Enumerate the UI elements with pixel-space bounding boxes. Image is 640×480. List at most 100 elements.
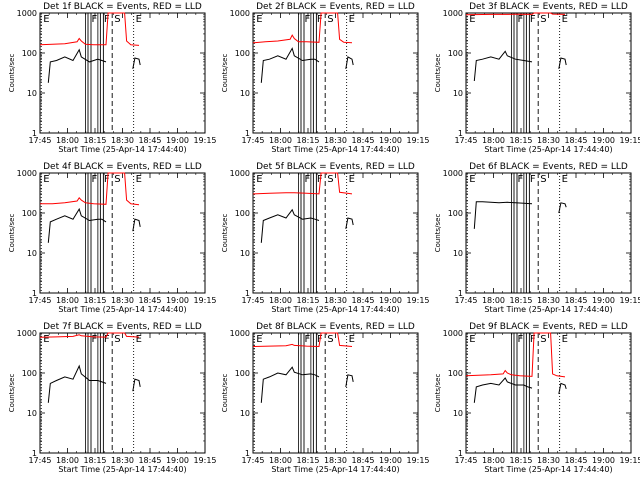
x-tick-label: 19:15 xyxy=(193,296,216,305)
x-tick-label: 17:45 xyxy=(28,136,51,145)
x-axis-label: Start Time (25-Apr-14 17:44:40) xyxy=(58,305,186,314)
plot-frame xyxy=(465,12,632,134)
panel-title: Det 8f BLACK = Events, RED = LLD xyxy=(256,322,415,332)
y-axis-label: Counts/sec xyxy=(434,54,442,93)
x-tick-label: 18:45 xyxy=(138,456,161,465)
x-tick-label: 18:45 xyxy=(564,136,587,145)
y-tick-label: 100 xyxy=(448,209,463,218)
x-tick-label: 18:15 xyxy=(83,136,106,145)
flag-label: S xyxy=(114,14,120,25)
y-tick-label: 1 xyxy=(245,129,250,138)
x-tick-label: 17:45 xyxy=(241,136,264,145)
plot-frame xyxy=(252,12,419,134)
y-tick-label: 1000 xyxy=(230,329,250,338)
y-tick-label: 10 xyxy=(27,89,37,98)
x-tick-label: 18:30 xyxy=(111,296,134,305)
panel-3: Det 3f BLACK = Events, RED = LLD 1 10 100 10… xyxy=(434,2,640,154)
series-line xyxy=(39,332,140,338)
flag-label: E xyxy=(136,334,142,345)
x-tick-label: 18:30 xyxy=(111,136,134,145)
flag-label: E xyxy=(469,334,475,345)
x-tick-label: 18:00 xyxy=(482,136,505,145)
series-line xyxy=(473,377,533,403)
series-line xyxy=(252,172,353,195)
x-tick-label: 18:45 xyxy=(564,296,587,305)
flag-label: E xyxy=(43,174,49,185)
y-tick-label: 1 xyxy=(458,289,463,298)
series-line xyxy=(465,332,566,378)
x-tick-label: 18:00 xyxy=(56,456,79,465)
x-tick-label: 18:45 xyxy=(351,296,374,305)
x-tick-label: 19:00 xyxy=(379,456,402,465)
x-tick-label: 17:45 xyxy=(28,456,51,465)
flag-label: S xyxy=(114,174,120,185)
x-tick-label: 18:45 xyxy=(351,456,374,465)
x-tick-label: 18:45 xyxy=(138,296,161,305)
x-axis-label: Start Time (25-Apr-14 17:44:40) xyxy=(271,305,399,314)
panel-title: Det 2f BLACK = Events, RED = LLD xyxy=(256,2,415,12)
flag-label: F xyxy=(530,334,536,345)
x-tick-label: 18:30 xyxy=(111,456,134,465)
flag-label: E xyxy=(43,14,49,25)
series-line xyxy=(252,12,353,44)
series-line xyxy=(473,50,533,82)
x-tick-label: 18:15 xyxy=(296,456,319,465)
x-tick-label: 19:00 xyxy=(592,296,615,305)
panel-title: Det 6f BLACK = Events, RED = LLD xyxy=(469,162,628,172)
y-tick-label: 100 xyxy=(235,369,250,378)
x-tick-label: 17:45 xyxy=(241,296,264,305)
series-line xyxy=(558,57,567,69)
x-tick-label: 18:15 xyxy=(509,136,532,145)
series-line xyxy=(465,12,566,16)
flag-label: F xyxy=(305,14,311,25)
y-tick-label: 1 xyxy=(245,289,250,298)
x-tick-label: 19:15 xyxy=(619,136,640,145)
y-tick-label: 1 xyxy=(245,449,250,458)
x-tick-label: 17:45 xyxy=(454,136,477,145)
x-tick-label: 18:00 xyxy=(269,296,292,305)
x-tick-label: 17:45 xyxy=(454,456,477,465)
y-tick-label: 1000 xyxy=(443,329,463,338)
panel-8: Det 8f BLACK = Events, RED = LLD 1 10 100 10… xyxy=(221,322,430,474)
y-axis-label: Counts/sec xyxy=(221,54,229,93)
x-tick-label: 18:30 xyxy=(537,456,560,465)
panel-title: Det 4f BLACK = Events, RED = LLD xyxy=(43,162,202,172)
x-tick-label: 18:30 xyxy=(537,296,560,305)
panel-6: Det 6f BLACK = Events, RED = LLD 1 10 100 10… xyxy=(434,162,640,314)
y-tick-label: 10 xyxy=(240,89,250,98)
flag-label: S xyxy=(114,334,120,345)
flag-label: E xyxy=(43,334,49,345)
y-tick-label: 1000 xyxy=(17,9,37,18)
flag-label: E xyxy=(136,14,142,25)
panel-title: Det 3f BLACK = Events, RED = LLD xyxy=(469,2,628,12)
panel-5: Det 5f BLACK = Events, RED = LLD 1 10 100 10… xyxy=(221,162,430,314)
flag-label: E xyxy=(136,174,142,185)
panel-title: Det 5f BLACK = Events, RED = LLD xyxy=(256,162,415,172)
y-tick-label: 1 xyxy=(32,129,37,138)
series-line xyxy=(345,217,354,229)
flag-label: E xyxy=(349,14,355,25)
x-tick-label: 17:45 xyxy=(28,296,51,305)
series-line xyxy=(260,47,320,83)
panel-1: Det 1f BLACK = Events, RED = LLD 1 10 100 10… xyxy=(8,2,217,154)
y-tick-label: 100 xyxy=(22,369,37,378)
x-tick-label: 18:00 xyxy=(56,136,79,145)
flag-label: S xyxy=(327,334,333,345)
plot-frame xyxy=(39,12,206,134)
y-tick-label: 100 xyxy=(22,49,37,58)
x-tick-label: 18:45 xyxy=(351,136,374,145)
x-tick-label: 18:15 xyxy=(509,296,532,305)
y-tick-label: 10 xyxy=(240,249,250,258)
y-tick-label: 10 xyxy=(453,409,463,418)
y-tick-label: 1000 xyxy=(17,329,37,338)
x-tick-label: 18:00 xyxy=(482,296,505,305)
x-axis-label: Start Time (25-Apr-14 17:44:40) xyxy=(271,145,399,154)
panel-title: Det 7f BLACK = Events, RED = LLD xyxy=(43,322,202,332)
x-tick-label: 18:45 xyxy=(138,136,161,145)
y-tick-label: 1000 xyxy=(230,9,250,18)
series-line xyxy=(47,207,107,243)
x-tick-label: 18:15 xyxy=(296,136,319,145)
flag-label: S xyxy=(540,334,546,345)
